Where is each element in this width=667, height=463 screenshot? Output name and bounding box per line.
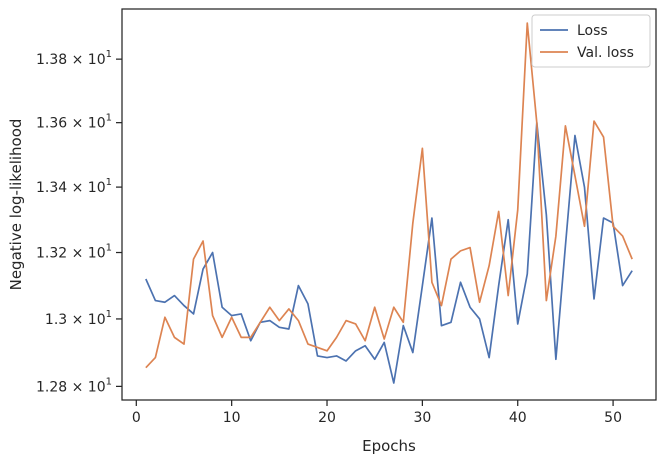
y-tick-label: 1.3 × 101 [45,309,112,328]
y-tick-label: 1.34 × 101 [36,177,112,196]
legend-label: Val. loss [577,45,634,61]
series-line-val-loss [145,22,633,369]
x-axis: 0 10 20 30 40 50 [132,400,622,426]
y-axis: 1.28 × 101 1.3 × 101 1.32 × 101 1.34 × 101 1… [36,49,122,395]
plot-frame [121,8,657,401]
y-tick-label: 1.32 × 101 [36,243,112,262]
x-tick-label: 20 [318,410,336,426]
legend: Loss Val. loss [531,14,651,68]
y-tick-label: 1.38 × 101 [36,49,112,68]
series-line-loss [145,121,633,384]
y-tick-label: 1.36 × 101 [36,113,112,132]
x-tick-label: 0 [132,410,141,426]
x-tick-label: 30 [413,410,431,426]
x-tick-label: 50 [604,410,622,426]
legend-box [531,14,651,68]
x-tick-label: 10 [223,410,241,426]
y-axis-label: Negative log-likelihood [7,119,25,291]
x-tick-label: 40 [509,410,527,426]
series-layer [145,22,633,384]
legend-label: Loss [577,23,608,39]
plot-background [122,9,656,400]
x-axis-label: Epochs [362,437,416,455]
y-tick-label: 1.28 × 101 [36,376,112,395]
